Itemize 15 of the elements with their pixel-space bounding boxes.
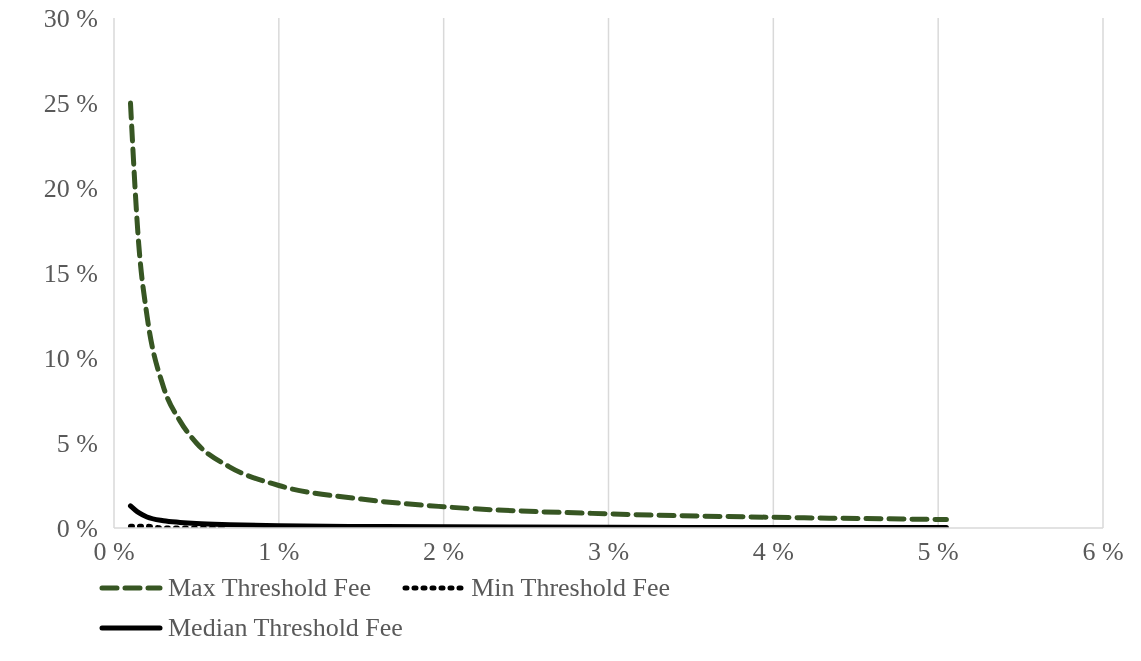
y-tick-label: 10 % <box>43 344 98 374</box>
x-tick-label: 6 % <box>1082 537 1124 567</box>
x-tick-label: 1 % <box>258 537 300 567</box>
legend-label: Min Threshold Fee <box>471 573 670 603</box>
y-tick-label: 5 % <box>56 429 98 459</box>
x-tick-label: 2 % <box>423 537 465 567</box>
y-tick-label: 15 % <box>43 259 98 289</box>
y-tick-label: 20 % <box>43 174 98 204</box>
legend-label: Median Threshold Fee <box>168 613 403 643</box>
legend-label: Max Threshold Fee <box>168 573 372 603</box>
x-tick-label: 3 % <box>587 537 630 567</box>
x-tick-label: 4 % <box>752 537 794 567</box>
y-tick-label: 25 % <box>43 89 98 119</box>
x-tick-label: 5 % <box>917 537 959 567</box>
y-tick-label: 30 % <box>43 4 98 34</box>
